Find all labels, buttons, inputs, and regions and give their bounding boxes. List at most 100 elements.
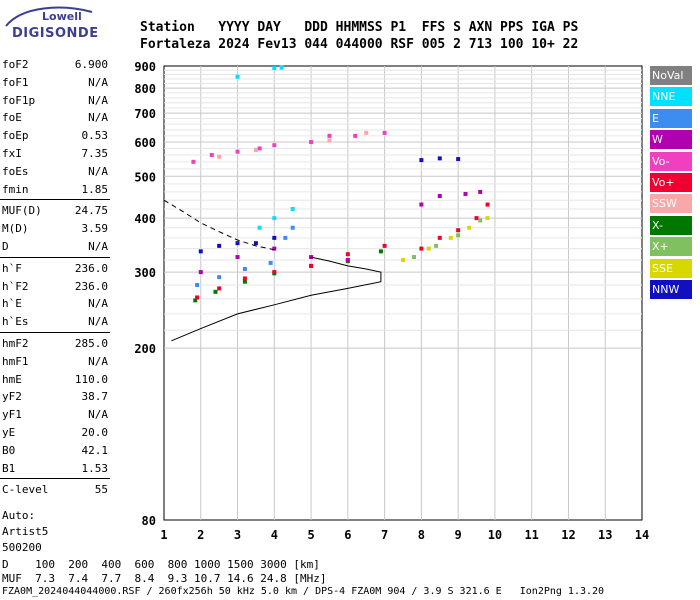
x-tick-label: 4 xyxy=(271,528,278,542)
param-label: foF2 xyxy=(2,58,29,71)
digisonde-logo: Lowell DIGISONDE xyxy=(2,4,134,41)
data-point xyxy=(456,157,461,162)
data-point xyxy=(217,243,222,248)
header-field-names: Station YYYY DAY DDD HHMMSS P1 FFS S AXN… xyxy=(140,20,579,35)
param-value: N/A xyxy=(88,111,108,125)
x-tick-label: 10 xyxy=(488,528,502,542)
logo-brand-top: Lowell xyxy=(42,10,82,23)
param-label: D xyxy=(2,240,9,253)
data-point xyxy=(327,133,332,138)
data-point xyxy=(437,194,442,199)
param-value: 7.35 xyxy=(81,147,109,160)
data-point xyxy=(474,216,479,221)
data-point xyxy=(419,246,424,251)
param-value: 110.0 xyxy=(74,372,108,386)
data-point xyxy=(309,140,314,145)
muf-row: MUF 7.3 7.4 7.7 8.4 9.3 10.7 14.6 24.8 [… xyxy=(2,572,327,585)
data-point xyxy=(309,263,314,268)
param-row: foF1p N/A xyxy=(0,94,110,111)
data-point xyxy=(426,246,431,251)
param-label: C-level xyxy=(2,483,49,497)
legend-item: NNW xyxy=(650,280,692,299)
x-tick-label: 5 xyxy=(307,528,314,542)
y-tick-label: 600 xyxy=(134,136,156,150)
param-label: M(D) xyxy=(2,222,29,236)
param-value: 42.1 xyxy=(81,443,109,457)
data-point xyxy=(345,252,350,257)
param-value: 1.53 xyxy=(81,461,109,475)
data-point xyxy=(382,243,387,248)
param-value: N/A xyxy=(88,93,108,107)
y-tick-label: 500 xyxy=(134,170,156,184)
data-point xyxy=(283,235,288,240)
data-point xyxy=(217,154,222,159)
y-tick-label: 400 xyxy=(134,212,156,226)
profile-curve-dashed xyxy=(163,199,275,251)
data-point xyxy=(272,235,277,240)
data-point xyxy=(456,228,461,233)
legend-item: X+ xyxy=(650,237,692,257)
data-point xyxy=(253,148,258,153)
x-tick-label: 14 xyxy=(635,528,649,542)
param-row: foEs N/A xyxy=(0,165,110,182)
param-label: B1 xyxy=(2,461,16,475)
legend-item: X- xyxy=(650,215,692,235)
param-value: 236.0 xyxy=(74,279,108,293)
param-separator xyxy=(0,256,110,258)
param-value: 6.900 xyxy=(74,58,108,71)
data-point xyxy=(272,66,277,71)
data-point xyxy=(253,241,258,246)
param-value: N/A xyxy=(88,354,108,368)
param-label: fxI xyxy=(2,147,22,160)
param-row: C-level 55 xyxy=(0,483,110,500)
param-row: M(D) 3.59 xyxy=(0,222,110,239)
param-label: B0 xyxy=(2,443,16,457)
param-value: 24.75 xyxy=(74,204,108,218)
param-row: h`E N/A xyxy=(0,297,110,314)
data-point xyxy=(235,255,240,260)
param-label: foE xyxy=(2,111,22,125)
data-point xyxy=(235,149,240,154)
param-value: N/A xyxy=(88,408,108,422)
data-point xyxy=(195,283,200,288)
data-point xyxy=(412,255,417,260)
y-tick-label: 80 xyxy=(142,514,156,528)
y-tick-label: 900 xyxy=(134,60,156,74)
data-point xyxy=(327,138,332,143)
param-row: foE N/A xyxy=(0,111,110,128)
x-tick-label: 2 xyxy=(197,528,204,542)
param-row: fxI 7.35 xyxy=(0,147,110,164)
data-point xyxy=(478,189,483,194)
data-point xyxy=(217,286,222,291)
param-label: foEp xyxy=(2,129,29,143)
param-separator xyxy=(0,478,110,480)
data-point xyxy=(272,216,277,221)
data-point xyxy=(235,241,240,246)
data-point xyxy=(419,158,424,163)
param-row: h`Es N/A xyxy=(0,315,110,332)
y-tick-label: 800 xyxy=(134,82,156,96)
param-value: N/A xyxy=(88,75,108,89)
data-point xyxy=(290,206,295,211)
data-point xyxy=(485,216,490,221)
param-value: 1.85 xyxy=(81,182,109,196)
header-field-values: Fortaleza 2024 Fev13 044 044000 RSF 005 … xyxy=(140,37,579,52)
param-label: yF1 xyxy=(2,408,22,422)
data-point xyxy=(437,235,442,240)
param-value: 20.0 xyxy=(81,426,109,439)
x-tick-label: 11 xyxy=(524,528,538,542)
param-label: fmin xyxy=(2,182,29,196)
autoscale-text-2: Artist5 xyxy=(2,525,49,539)
legend-item: E xyxy=(650,108,692,128)
data-point xyxy=(242,279,247,284)
param-row: h`F2 236.0 xyxy=(0,280,110,297)
param-label: yF2 xyxy=(2,390,22,404)
x-tick-label: 7 xyxy=(381,528,388,542)
param-row: fmin 1.85 xyxy=(0,183,110,200)
logo-swoosh-icon xyxy=(5,6,93,27)
data-point xyxy=(195,295,200,300)
data-point xyxy=(191,159,196,164)
param-row: h`F 236.0 xyxy=(0,262,110,279)
param-separator xyxy=(0,199,110,201)
